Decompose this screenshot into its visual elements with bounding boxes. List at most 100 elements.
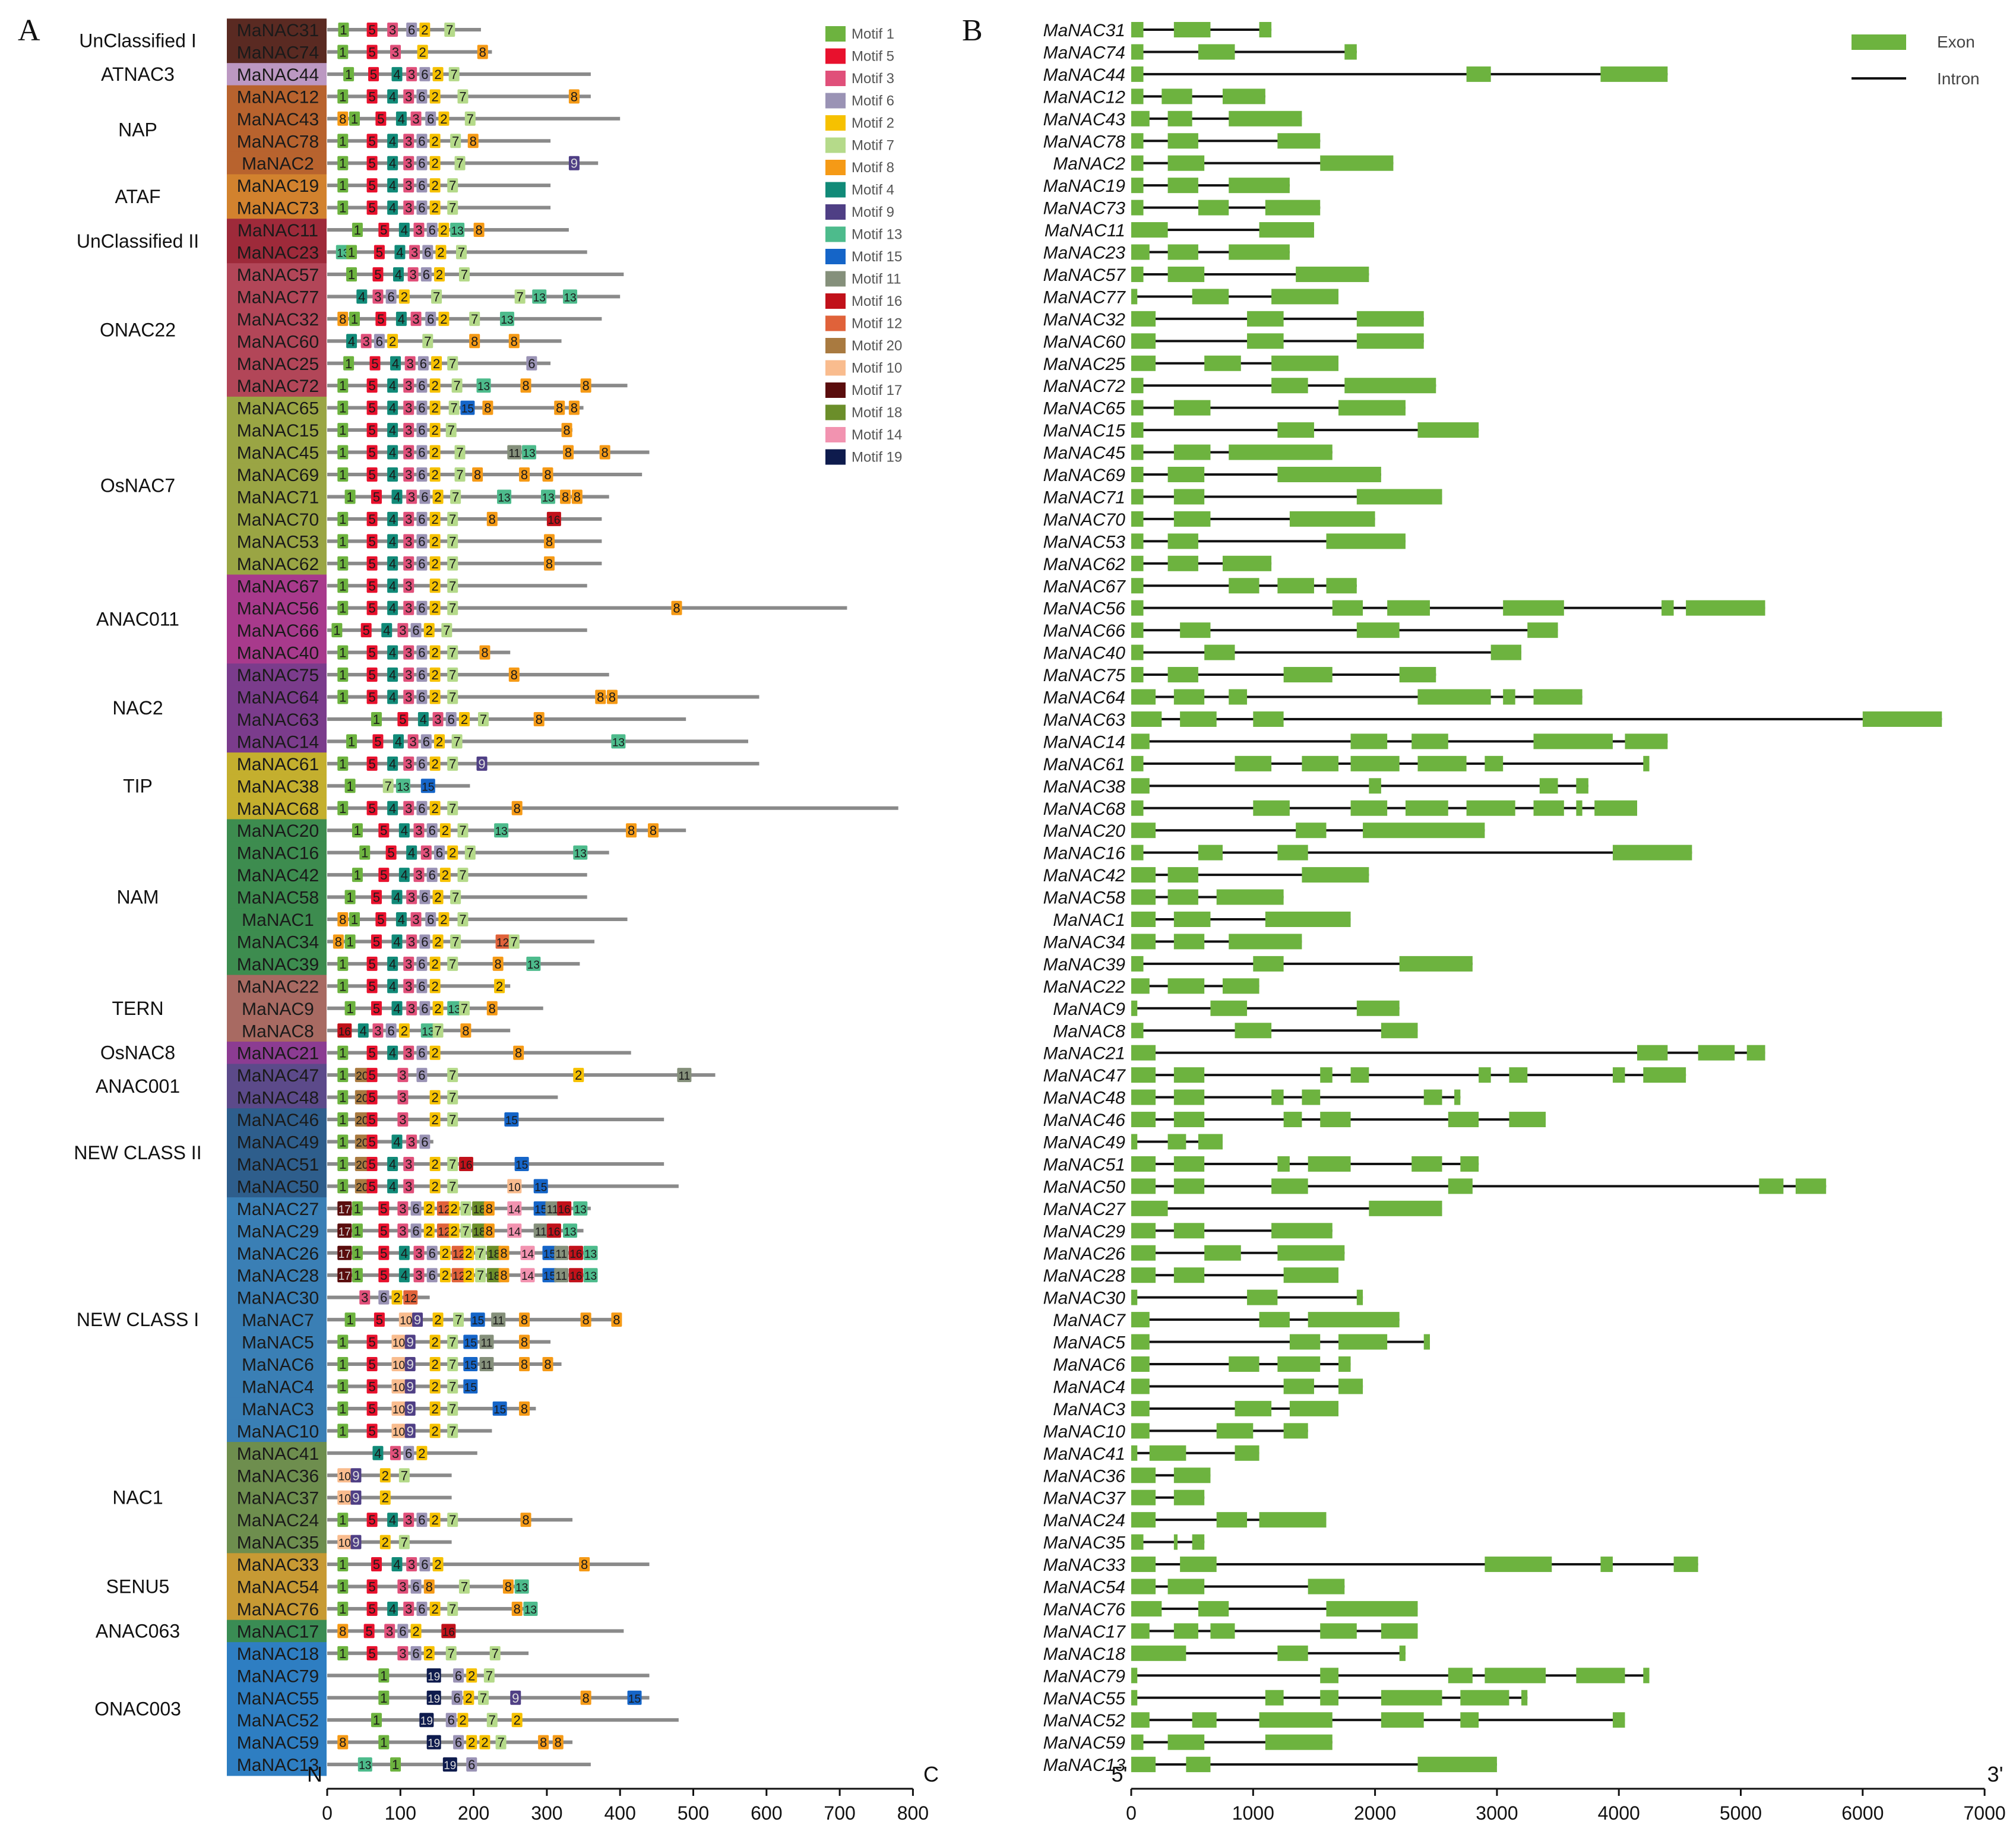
motif-label: 17 (338, 1270, 351, 1283)
motif-label: 3 (415, 223, 422, 238)
motif-box (397, 1201, 409, 1216)
motif-box (508, 934, 520, 949)
motif-box (441, 623, 452, 638)
motif-box (677, 1068, 692, 1083)
motif-label: 1 (354, 1246, 361, 1261)
gene-name-a: MaNAC67 (237, 577, 319, 596)
exon-box (1308, 1156, 1351, 1172)
protein-backbone (327, 517, 602, 521)
exon-box (1308, 1312, 1400, 1328)
motif-box (507, 445, 522, 460)
gene-name-a: MaNAC48 (237, 1089, 319, 1108)
gene-color-cell (227, 1530, 327, 1554)
exon-box (1533, 733, 1613, 749)
exon-box (1131, 1134, 1138, 1150)
motif-box (434, 845, 445, 860)
motif-box (378, 1201, 390, 1216)
motif-box (450, 489, 461, 504)
motif-label: 7 (462, 1223, 469, 1238)
gene-name-b: MaNAC44 (1043, 65, 1125, 85)
motif-label: 3 (389, 23, 396, 37)
motif-box (463, 1268, 474, 1283)
motif-label: 2 (440, 912, 447, 927)
intron-line (1131, 1763, 1497, 1766)
gene-name-a: MaNAC30 (237, 1289, 319, 1308)
motif-box (423, 623, 435, 638)
exon-box (1131, 689, 1156, 705)
exon-box (1253, 800, 1290, 816)
motif-box (429, 556, 441, 571)
motif-box (337, 156, 349, 170)
motif-box (338, 23, 349, 37)
motif-box (568, 400, 580, 415)
motif-label: 1 (346, 934, 353, 949)
legend-label: Motif 20 (852, 338, 902, 354)
motif-label: 7 (452, 934, 459, 949)
motif-box (337, 1090, 349, 1105)
motif-label: 6 (399, 1624, 406, 1638)
exon-box (1131, 1334, 1150, 1350)
motif-label: 2 (468, 1735, 475, 1750)
motif-label: 1 (339, 1513, 346, 1527)
exon-box (1423, 1334, 1430, 1350)
exon-box (1350, 733, 1388, 749)
exon-box (1405, 800, 1448, 816)
legend-swatch (825, 226, 846, 242)
motif-box (417, 711, 429, 726)
exon-box (1265, 200, 1321, 216)
motif-label: 3 (411, 245, 418, 260)
gene-name-a: MaNAC15 (237, 421, 319, 441)
exon-box (1131, 533, 1144, 549)
motif-label: 16 (547, 514, 560, 527)
motif-box (387, 979, 398, 994)
motif-label: 5 (368, 445, 375, 460)
gene-name-a: MaNAC64 (237, 688, 319, 708)
motif-label: 5 (376, 1312, 383, 1327)
motif-label: 2 (418, 1446, 425, 1461)
motif-box (498, 1245, 509, 1260)
exon-box (1637, 1045, 1668, 1061)
motif-label: 7 (461, 267, 468, 282)
motif-label: 7 (449, 668, 456, 682)
exon-box (1259, 1712, 1333, 1728)
motif-box (451, 1268, 466, 1283)
motif-label: 12 (404, 1293, 417, 1305)
motif-box (568, 89, 580, 104)
motif-label: 1 (380, 1691, 387, 1706)
intron-line (1131, 72, 1668, 75)
motif-label: 7 (486, 1668, 493, 1683)
gene-name-b: MaNAC20 (1043, 821, 1126, 841)
motif-box (447, 689, 458, 704)
motif-label: 16 (442, 1626, 455, 1638)
exon-box (1277, 1245, 1345, 1261)
motif-label: 5 (368, 1402, 375, 1416)
motif-box (337, 1134, 349, 1149)
gene-name-b: MaNAC8 (1053, 1021, 1125, 1041)
motif-box (520, 1245, 535, 1260)
motif-box (422, 245, 433, 260)
motif-box (514, 1579, 529, 1594)
motif-box (372, 1023, 384, 1038)
gene-color-cell (227, 574, 327, 597)
motif-label: 3 (415, 1268, 422, 1283)
exon-box (1131, 1645, 1186, 1661)
motif-label: 4 (395, 734, 402, 749)
motif-label: 1 (373, 1713, 380, 1728)
motif-box (426, 1245, 438, 1260)
motif-box (521, 445, 536, 460)
axis-tick-label: 600 (751, 1802, 782, 1822)
legend-swatch (825, 71, 846, 86)
exon-box (1131, 22, 1144, 37)
exon-box (1131, 1245, 1156, 1261)
gene-name-a: MaNAC25 (237, 355, 319, 374)
motif-box (447, 556, 458, 571)
legend-swatch (825, 360, 846, 376)
motif-box (395, 779, 410, 793)
protein-backbone (327, 1162, 664, 1166)
motif-box (454, 467, 466, 482)
exon-box (1320, 1690, 1339, 1706)
gene-name-a: MaNAC27 (237, 1200, 319, 1219)
motif-label: 5 (368, 378, 375, 393)
motif-label: 5 (368, 1068, 375, 1083)
exon-box (1131, 889, 1156, 905)
